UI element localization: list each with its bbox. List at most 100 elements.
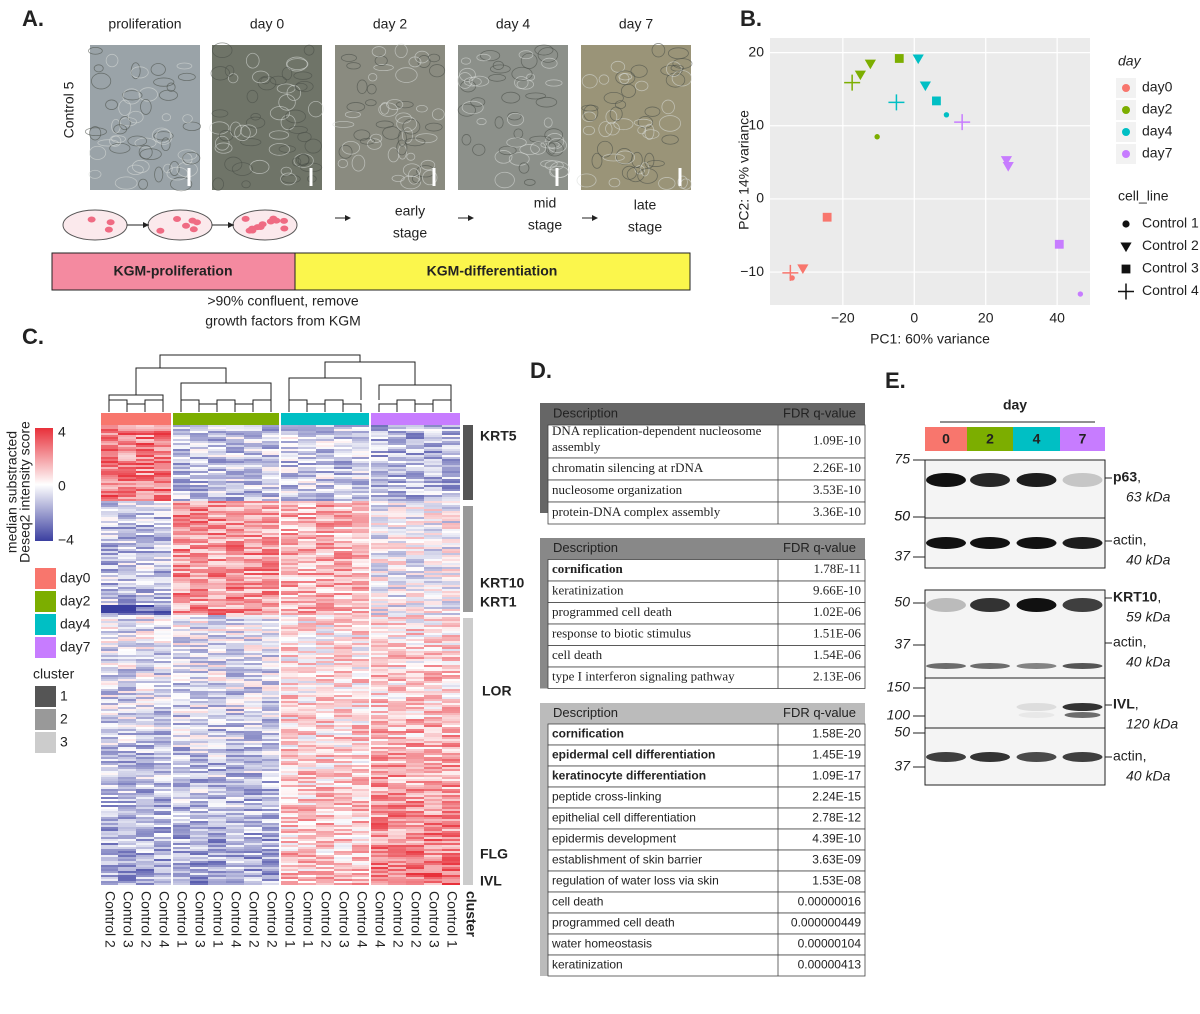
heatmap-cell xyxy=(370,461,388,463)
heatmap-cell xyxy=(226,811,244,813)
heatmap-cell xyxy=(118,835,136,837)
heatmap-cell xyxy=(118,735,136,737)
heatmap-cell xyxy=(172,645,190,647)
heatmap-cell xyxy=(442,737,460,739)
heatmap-cell xyxy=(154,771,172,773)
heatmap-cell xyxy=(100,693,118,695)
heatmap-cell xyxy=(118,535,136,537)
heatmap-cell xyxy=(100,545,118,547)
heatmap-cell xyxy=(262,827,280,829)
heatmap-cell xyxy=(280,747,298,749)
day-key xyxy=(35,568,56,589)
heatmap-cell xyxy=(100,529,118,531)
heatmap-cell xyxy=(316,843,334,845)
heatmap-cell xyxy=(244,465,262,467)
cell-texture xyxy=(337,158,349,169)
heatmap-cell xyxy=(136,601,154,603)
heatmap-cell xyxy=(442,829,460,831)
heatmap-cell xyxy=(172,739,190,741)
heatmap-cell xyxy=(424,593,442,595)
heatmap-cell xyxy=(334,431,352,433)
heatmap-cell xyxy=(244,593,262,595)
heatmap-cell xyxy=(226,487,244,489)
heatmap-cell xyxy=(298,731,316,733)
heatmap-cell xyxy=(136,689,154,691)
heatmap-cell xyxy=(172,821,190,823)
heatmap-cell xyxy=(388,679,406,681)
heatmap-cell xyxy=(100,777,118,779)
heatmap-cell xyxy=(100,805,118,807)
heatmap-cell xyxy=(154,787,172,789)
heatmap-cell xyxy=(190,459,208,461)
heatmap-cell xyxy=(316,495,334,497)
heatmap-cell xyxy=(208,825,226,827)
heatmap-cell xyxy=(262,485,280,487)
heatmap-cell xyxy=(100,651,118,653)
heatmap-cell xyxy=(298,625,316,627)
heatmap-cell xyxy=(172,861,190,863)
heatmap-cell xyxy=(262,645,280,647)
heatmap-cell xyxy=(442,429,460,431)
heatmap-cell xyxy=(424,581,442,583)
heatmap-cell xyxy=(190,797,208,799)
heatmap-cell xyxy=(154,487,172,489)
heatmap-cell xyxy=(298,745,316,747)
heatmap-cell xyxy=(442,483,460,485)
heatmap-cell xyxy=(280,867,298,869)
heatmap-cell xyxy=(442,731,460,733)
heatmap-cell xyxy=(226,475,244,477)
heatmap-cell xyxy=(244,751,262,753)
heatmap-cell xyxy=(388,563,406,565)
heatmap-cell xyxy=(406,611,424,613)
heatmap-cell xyxy=(226,553,244,555)
heatmap-cell xyxy=(154,747,172,749)
heatmap-cell xyxy=(136,867,154,869)
heatmap-cell xyxy=(172,855,190,857)
heatmap-cell xyxy=(190,815,208,817)
heatmap-cell xyxy=(244,759,262,761)
heatmap-cell xyxy=(190,529,208,531)
heatmap-cell xyxy=(262,545,280,547)
heatmap-cell xyxy=(370,595,388,597)
heatmap-cell xyxy=(370,467,388,469)
heatmap-cell xyxy=(352,823,370,825)
heatmap-cell xyxy=(154,615,172,617)
heatmap-cell xyxy=(262,467,280,469)
heatmap-cell xyxy=(334,831,352,833)
heatmap-cell xyxy=(406,779,424,781)
heatmap-cell xyxy=(316,771,334,773)
heatmap-cell xyxy=(208,791,226,793)
heatmap-cell xyxy=(172,865,190,867)
heatmap-cell xyxy=(226,595,244,597)
heatmap-cell xyxy=(244,471,262,473)
heatmap-cell xyxy=(190,699,208,701)
heatmap-cell xyxy=(334,669,352,671)
heatmap-cell xyxy=(226,547,244,549)
heatmap-cell xyxy=(190,737,208,739)
heatmap-cell xyxy=(262,559,280,561)
heatmap-cell xyxy=(406,551,424,553)
heatmap-cell xyxy=(442,511,460,513)
cell-texture xyxy=(582,111,596,123)
heatmap-cell xyxy=(298,707,316,709)
heatmap-cell xyxy=(406,829,424,831)
heatmap-cell xyxy=(280,661,298,663)
heatmap-cell xyxy=(316,657,334,659)
heatmap-cell xyxy=(118,789,136,791)
heatmap-cell xyxy=(316,755,334,757)
heatmap-cell xyxy=(208,801,226,803)
heatmap-cell xyxy=(190,445,208,447)
heatmap-cell xyxy=(352,631,370,633)
heatmap-cell xyxy=(316,651,334,653)
heatmap-cell xyxy=(442,743,460,745)
heatmap-cell xyxy=(172,435,190,437)
heatmap-cell xyxy=(262,653,280,655)
heatmap-cell xyxy=(190,751,208,753)
heatmap-cell xyxy=(262,449,280,451)
heatmap-cell xyxy=(118,725,136,727)
heatmap-cell xyxy=(136,745,154,747)
heatmap-cell xyxy=(208,777,226,779)
heatmap-cell xyxy=(442,435,460,437)
heatmap-cell xyxy=(262,607,280,609)
heatmap-cell xyxy=(226,709,244,711)
